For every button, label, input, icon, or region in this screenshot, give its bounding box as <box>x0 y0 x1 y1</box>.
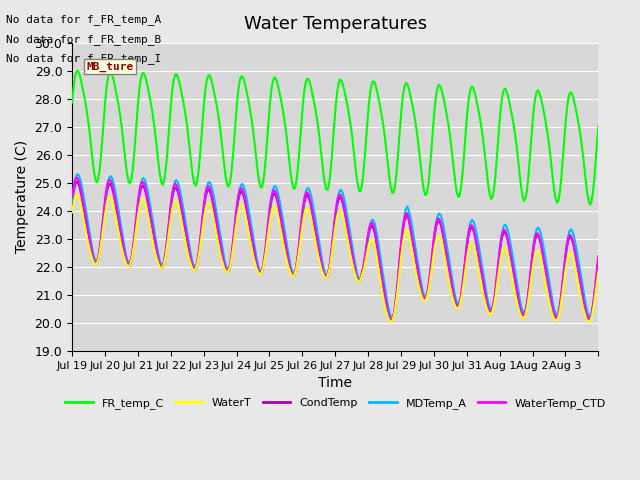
Text: No data for f_FR_temp_I: No data for f_FR_temp_I <box>6 53 162 64</box>
Text: No data for f_FR_temp_B: No data for f_FR_temp_B <box>6 34 162 45</box>
Title: Water Temperatures: Water Temperatures <box>244 15 427 33</box>
Text: No data for f_FR_temp_A: No data for f_FR_temp_A <box>6 14 162 25</box>
Y-axis label: Temperature (C): Temperature (C) <box>15 140 29 253</box>
X-axis label: Time: Time <box>318 376 352 390</box>
Text: MB_ture: MB_ture <box>86 61 134 72</box>
Legend: FR_temp_C, WaterT, CondTemp, MDTemp_A, WaterTemp_CTD: FR_temp_C, WaterT, CondTemp, MDTemp_A, W… <box>61 393 610 413</box>
